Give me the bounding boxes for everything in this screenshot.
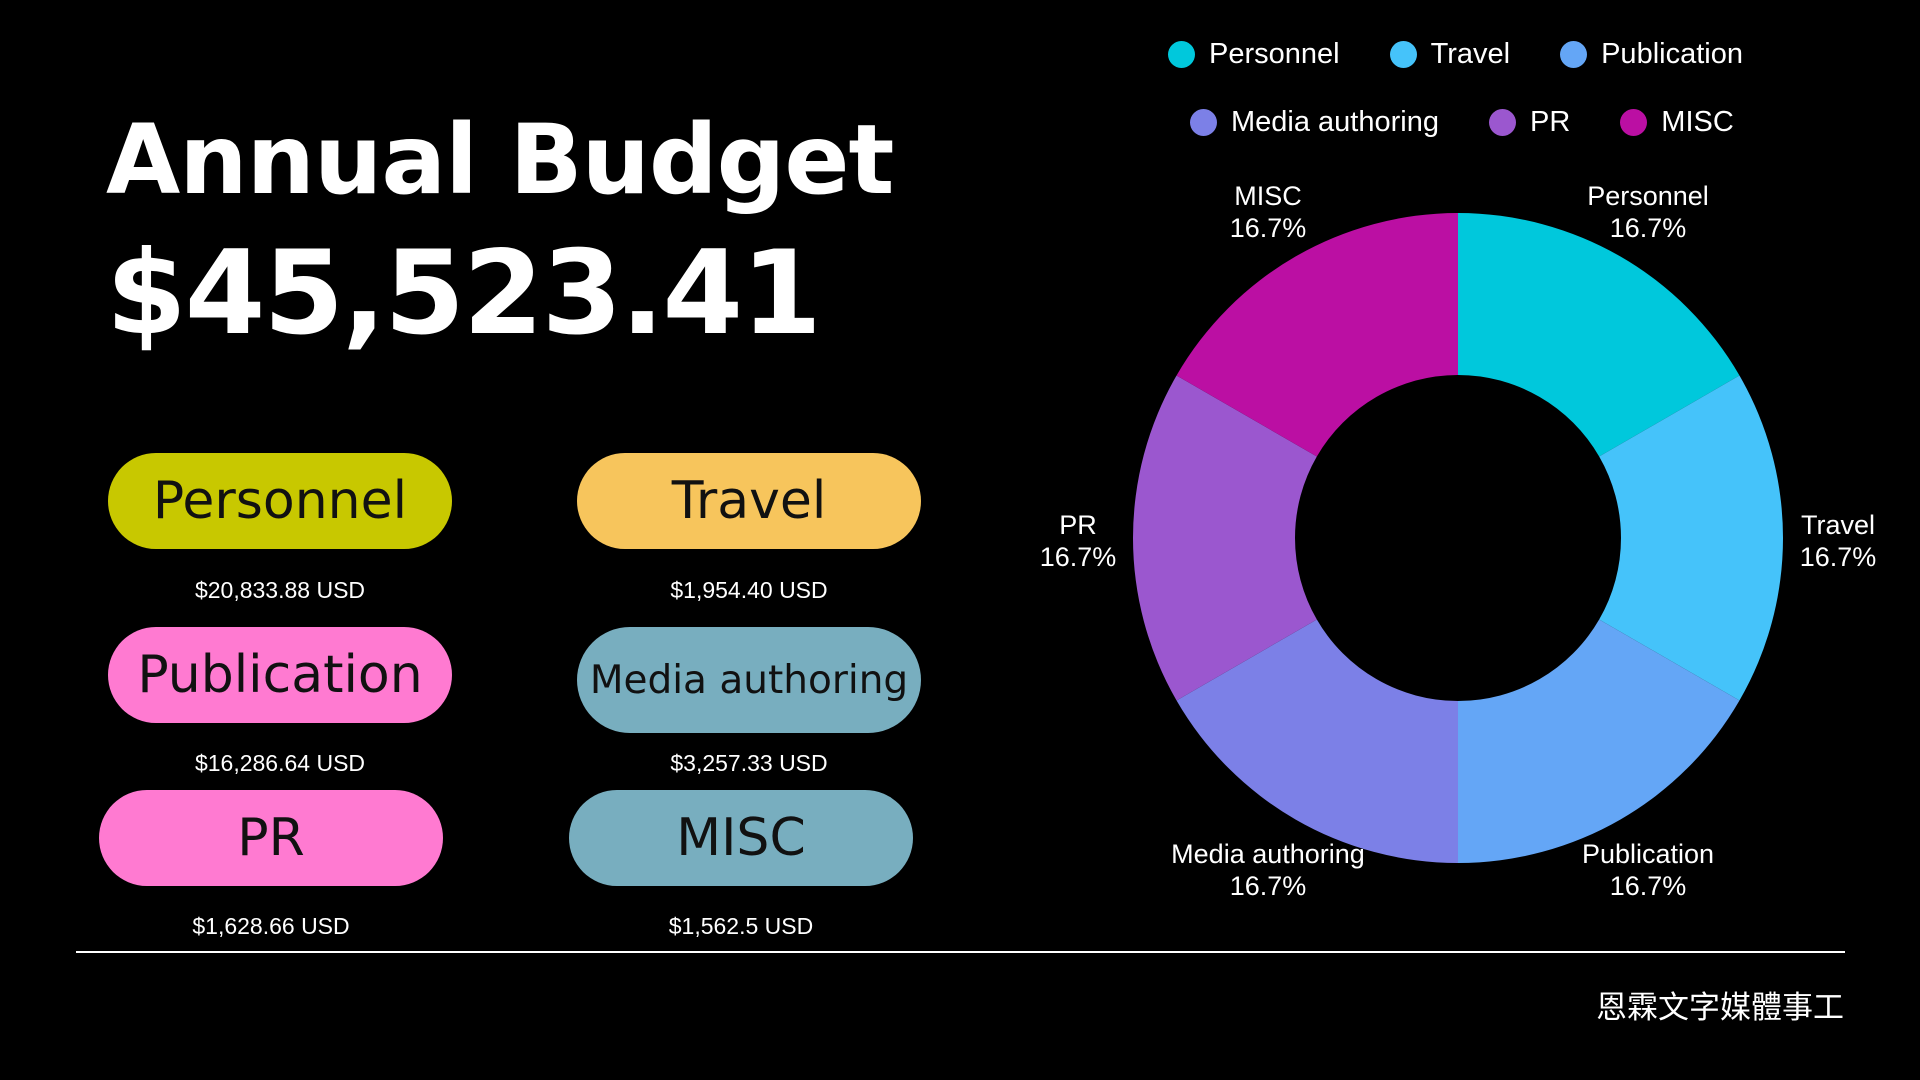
legend-item-travel: Travel bbox=[1389, 37, 1511, 71]
donut-slice-media-authoring bbox=[1176, 619, 1458, 863]
category-pill-publication: Publication bbox=[108, 627, 452, 723]
category-pill-misc: MISC bbox=[569, 790, 913, 886]
donut-slice-publication bbox=[1458, 619, 1740, 863]
category-pill-travel: Travel bbox=[577, 453, 921, 549]
category-amount-publication: $16,286.64 USD bbox=[194, 750, 366, 776]
slice-label-media-authoring: Media authoring bbox=[1171, 839, 1365, 869]
donut-slice-personnel bbox=[1458, 213, 1740, 457]
slice-label-misc: MISC bbox=[1234, 181, 1302, 211]
category-pill-pr: PR bbox=[99, 790, 443, 886]
category-pill-media-authoring: Media authoring bbox=[577, 627, 921, 733]
category-pill-personnel: Personnel bbox=[108, 453, 452, 549]
slice-label-personnel: Personnel bbox=[1587, 181, 1709, 211]
page-title: Annual Budget bbox=[106, 104, 894, 216]
donut-slice-pr bbox=[1132, 375, 1317, 701]
budget-total: $45,523.41 bbox=[106, 226, 822, 361]
category-amount-media-authoring: $3,257.33 USD bbox=[670, 750, 828, 776]
slice-label-pr: PR bbox=[1059, 510, 1097, 540]
category-amount-personnel: $20,833.88 USD bbox=[194, 577, 366, 603]
legend-swatch-misc bbox=[1620, 108, 1648, 136]
slice-label-travel: Travel bbox=[1801, 510, 1875, 540]
legend-item-misc: MISC bbox=[1620, 106, 1734, 139]
legend-label-media-authoring: Media authoring bbox=[1231, 105, 1439, 138]
slice-value-travel: 16.7% bbox=[1800, 542, 1877, 572]
legend-label-publication: Publication bbox=[1601, 37, 1743, 70]
legend-item-pr: PR bbox=[1488, 105, 1571, 139]
legend-item-personnel: Personnel bbox=[1168, 38, 1340, 71]
legend-swatch-travel bbox=[1389, 40, 1417, 68]
legend-swatch-media-authoring bbox=[1190, 108, 1217, 136]
legend-swatch-personnel bbox=[1168, 40, 1195, 68]
legend-label-misc: MISC bbox=[1661, 105, 1734, 138]
category-amount-pr: $1,628.66 USD bbox=[192, 913, 350, 939]
footer-divider bbox=[76, 951, 1845, 953]
legend-row-1: Personnel Travel Publication bbox=[1168, 34, 1793, 74]
legend-swatch-publication bbox=[1560, 40, 1588, 68]
category-amount-travel: $1,954.40 USD bbox=[670, 577, 828, 603]
donut-slice-misc bbox=[1176, 213, 1458, 457]
legend-row-2: Media authoring PR MISC bbox=[1190, 102, 1784, 142]
legend-label-pr: PR bbox=[1529, 105, 1571, 138]
slice-value-misc: 16.7% bbox=[1230, 213, 1307, 243]
category-amount-misc: $1,562.5 USD bbox=[668, 913, 814, 939]
legend-item-media-authoring: Media authoring bbox=[1190, 106, 1439, 139]
legend-item-publication: Publication bbox=[1560, 38, 1743, 71]
slice-value-publication: 16.7% bbox=[1610, 871, 1687, 901]
slice-value-media-authoring: 16.7% bbox=[1230, 871, 1307, 901]
legend-label-personnel: Personnel bbox=[1209, 37, 1340, 70]
legend-swatch-pr bbox=[1488, 108, 1516, 136]
slice-value-pr: 16.7% bbox=[1040, 542, 1117, 572]
slice-label-publication: Publication bbox=[1582, 839, 1714, 869]
footer-signature: 恩霖文字媒體事工 bbox=[1596, 990, 1844, 1026]
legend-label-travel: Travel bbox=[1430, 37, 1511, 70]
donut-slice-travel bbox=[1599, 375, 1783, 701]
slice-value-personnel: 16.7% bbox=[1610, 213, 1687, 243]
